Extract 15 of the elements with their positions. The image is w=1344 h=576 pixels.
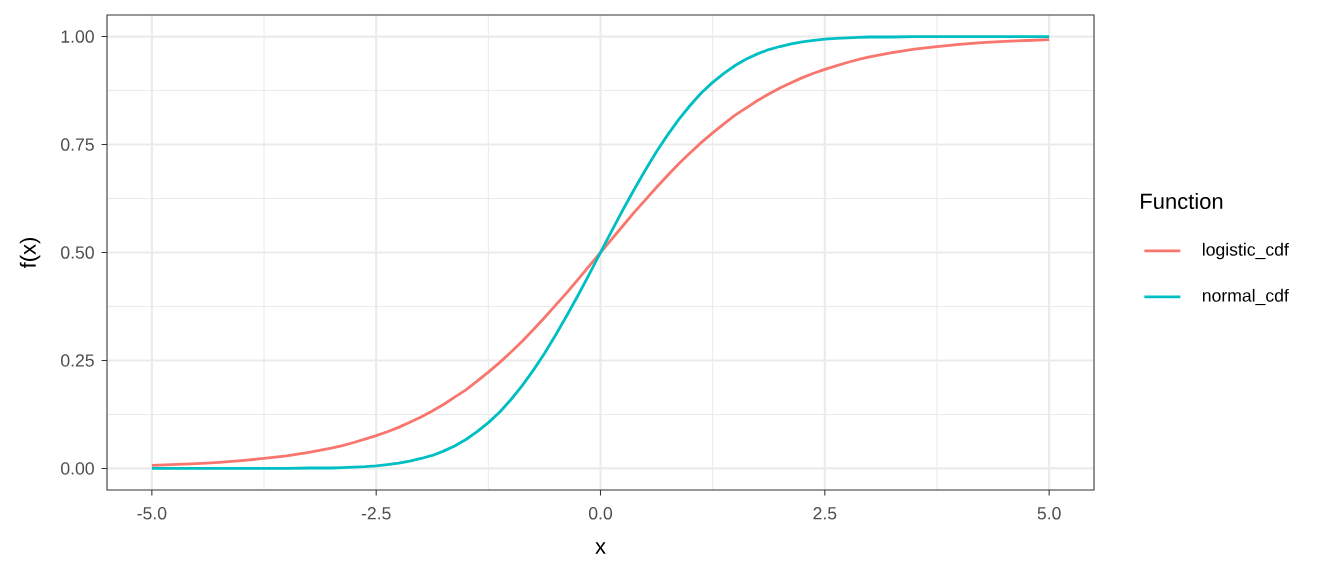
legend-label: normal_cdf — [1202, 288, 1289, 306]
x-tick-label: 2.5 — [813, 507, 837, 520]
x-tick-label: -2.5 — [361, 507, 391, 520]
y-tick-label: 0.25 — [61, 354, 94, 367]
x-tick-label: 5.0 — [1037, 507, 1061, 520]
y-tick-label: 1.00 — [61, 30, 94, 43]
x-tick-label: -5.0 — [137, 507, 167, 520]
y-tick-label: 0.75 — [61, 138, 94, 151]
y-tick-label: 0.00 — [61, 462, 94, 475]
legend-label: logistic_cdf — [1202, 242, 1289, 260]
y-axis-title: f(x) — [19, 237, 41, 269]
x-tick-label: 0.0 — [588, 507, 613, 520]
x-axis-title: x — [595, 542, 606, 554]
y-tick-label: 0.50 — [61, 246, 94, 259]
legend-title: Function — [1141, 192, 1223, 210]
